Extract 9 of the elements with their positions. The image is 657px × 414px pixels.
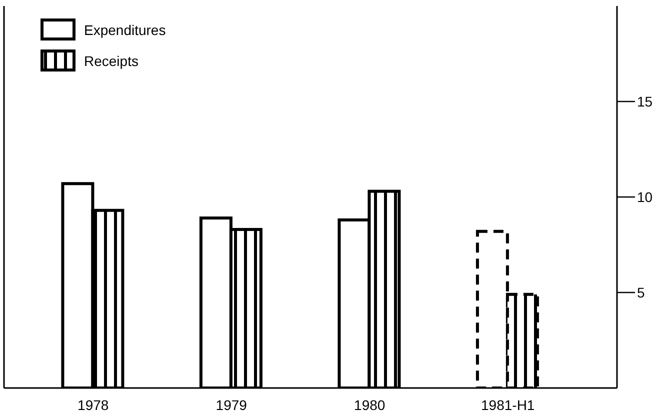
y-tick-label: 10 — [637, 188, 653, 205]
x-tick-label: 1980 — [354, 397, 386, 413]
x-tick-label: 1979 — [216, 397, 248, 413]
x-tick-label: 1981-H1 — [481, 397, 535, 413]
x-tick-label: 1978 — [78, 397, 109, 413]
y-tick-label: 5 — [637, 284, 645, 300]
legend-label: Expenditures — [84, 22, 166, 38]
y-tick-label: 15 — [637, 93, 653, 110]
legend-label: Receipts — [84, 53, 138, 69]
